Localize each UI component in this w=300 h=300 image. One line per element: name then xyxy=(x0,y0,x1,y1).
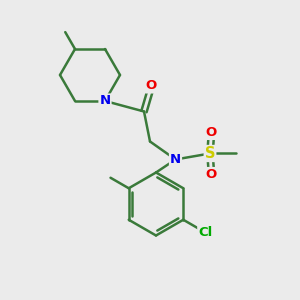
Text: O: O xyxy=(146,80,157,92)
Text: S: S xyxy=(205,146,215,161)
Text: O: O xyxy=(206,168,217,181)
Text: O: O xyxy=(206,126,217,139)
Text: Cl: Cl xyxy=(198,226,212,239)
Text: N: N xyxy=(170,153,181,166)
Text: N: N xyxy=(99,94,111,107)
